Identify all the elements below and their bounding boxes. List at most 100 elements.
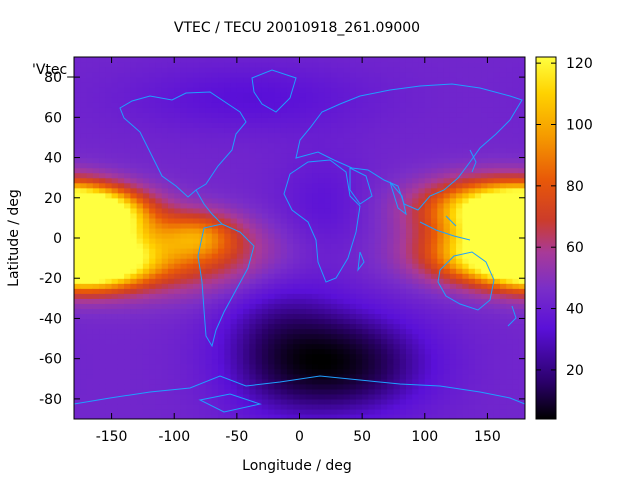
- heatmap-cell: [324, 378, 332, 385]
- heatmap-cell: [318, 207, 326, 214]
- heatmap-cell: [161, 92, 169, 98]
- heatmap-cell: [186, 157, 194, 164]
- heatmap-cell: [405, 177, 413, 184]
- heatmap-cell: [80, 127, 88, 134]
- heatmap-cell: [443, 202, 451, 209]
- heatmap-cell: [481, 363, 489, 370]
- heatmap-cell: [443, 413, 451, 419]
- heatmap-cell: [349, 97, 357, 103]
- heatmap-cell: [324, 152, 332, 159]
- heatmap-cell: [362, 268, 369, 274]
- heatmap-cell: [105, 157, 113, 164]
- heatmap-cell: [161, 132, 169, 139]
- heatmap-cell: [136, 298, 144, 304]
- heatmap-cell: [349, 172, 357, 179]
- heatmap-cell: [99, 338, 106, 345]
- heatmap-cell: [142, 353, 150, 360]
- heatmap-cell: [324, 147, 332, 154]
- heatmap-cell: [92, 363, 100, 370]
- heatmap-cell: [374, 258, 382, 264]
- heatmap-cell: [149, 67, 157, 73]
- heatmap-cell: [487, 343, 495, 350]
- heatmap-cell: [111, 177, 119, 184]
- heatmap-cell: [286, 152, 294, 159]
- heatmap-cell: [155, 207, 163, 214]
- heatmap-cell: [249, 373, 257, 380]
- heatmap-cell: [80, 338, 88, 345]
- heatmap-cell: [205, 333, 213, 340]
- heatmap-cell: [111, 222, 119, 229]
- heatmap-cell: [167, 57, 175, 63]
- heatmap-cell: [349, 388, 357, 395]
- heatmap-cell: [324, 67, 332, 73]
- heatmap-cell: [506, 338, 514, 345]
- heatmap-cell: [286, 107, 294, 113]
- heatmap-cell: [193, 398, 200, 405]
- heatmap-cell: [424, 268, 432, 274]
- heatmap-cell: [199, 187, 207, 194]
- heatmap-cell: [362, 338, 369, 345]
- heatmap-cell: [474, 318, 482, 325]
- heatmap-cell: [324, 323, 332, 330]
- heatmap-cell: [337, 182, 344, 189]
- heatmap-cell: [349, 333, 357, 340]
- heatmap-cell: [261, 388, 269, 395]
- heatmap-cell: [167, 222, 175, 229]
- heatmap-cell: [337, 72, 344, 78]
- heatmap-cell: [136, 358, 144, 365]
- heatmap-cell: [293, 393, 301, 400]
- heatmap-cell: [468, 338, 476, 345]
- heatmap-cell: [499, 182, 507, 189]
- heatmap-cell: [249, 303, 257, 309]
- heatmap-cell: [236, 197, 244, 204]
- heatmap-cell: [405, 258, 413, 264]
- heatmap-cell: [405, 122, 413, 128]
- heatmap-cell: [481, 358, 489, 365]
- heatmap-cell: [399, 182, 407, 189]
- heatmap-cell: [186, 187, 194, 194]
- heatmap-cell: [199, 212, 207, 219]
- heatmap-cell: [117, 177, 125, 184]
- heatmap-cell: [255, 132, 263, 139]
- heatmap-cell: [99, 378, 106, 385]
- heatmap-cell: [387, 353, 395, 360]
- heatmap-cell: [474, 107, 482, 113]
- heatmap-cell: [261, 82, 269, 88]
- heatmap-cell: [312, 217, 319, 224]
- heatmap-cell: [449, 313, 457, 320]
- heatmap-cell: [124, 383, 131, 390]
- heatmap-cell: [105, 92, 113, 98]
- heatmap-cell: [330, 137, 338, 144]
- heatmap-cell: [117, 243, 125, 249]
- heatmap-cell: [305, 358, 313, 365]
- heatmap-cell: [74, 398, 81, 405]
- heatmap-cell: [343, 167, 351, 174]
- heatmap-cell: [349, 373, 357, 380]
- heatmap-cell: [255, 192, 263, 199]
- heatmap-cell: [236, 57, 244, 63]
- heatmap-cell: [261, 192, 269, 199]
- heatmap-cell: [161, 398, 169, 405]
- heatmap-cell: [161, 57, 169, 63]
- heatmap-cell: [243, 368, 250, 375]
- heatmap-cell: [205, 278, 213, 284]
- heatmap-cell: [412, 293, 420, 299]
- heatmap-cell: [318, 62, 326, 68]
- heatmap-cell: [111, 338, 119, 345]
- heatmap-cell: [349, 72, 357, 78]
- heatmap-cell: [268, 122, 276, 128]
- heatmap-cell: [412, 328, 420, 335]
- heatmap-cell: [243, 298, 250, 304]
- heatmap-cell: [355, 398, 363, 405]
- heatmap-cell: [105, 378, 113, 385]
- heatmap-cell: [305, 288, 313, 294]
- heatmap-cell: [74, 363, 81, 370]
- heatmap-cell: [111, 353, 119, 360]
- heatmap-cell: [437, 192, 445, 199]
- heatmap-cell: [243, 278, 250, 284]
- heatmap-cell: [418, 403, 426, 410]
- heatmap-cell: [487, 212, 495, 219]
- heatmap-cell: [355, 343, 363, 350]
- heatmap-cell: [286, 102, 294, 108]
- heatmap-cell: [149, 283, 157, 289]
